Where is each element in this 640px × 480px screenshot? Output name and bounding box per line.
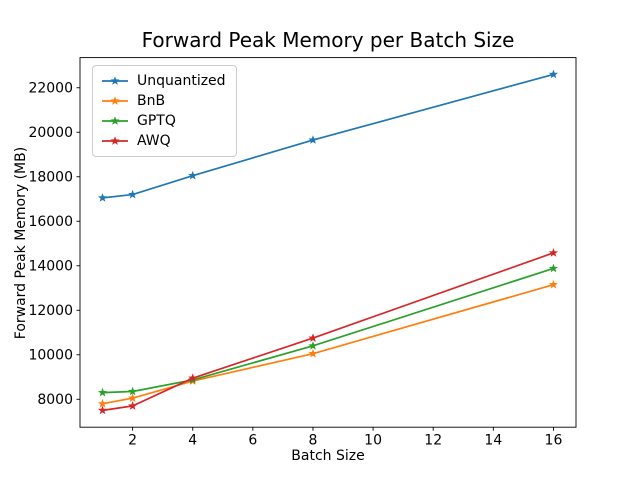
data-point-star-icon (548, 69, 559, 79)
data-point-star-icon (97, 193, 108, 202)
axes-frame (79, 57, 577, 428)
x-tick-label: 12 (424, 433, 442, 449)
x-tick-label: 6 (248, 433, 257, 449)
data-point-star-icon (128, 189, 138, 199)
data-point-star-icon (308, 341, 318, 350)
series-line-gptq (102, 267, 554, 394)
data-point-star-icon (548, 279, 559, 289)
x-axis-label: Batch Size (291, 448, 365, 464)
data-point-star-icon (188, 170, 198, 180)
y-tick-label: 8000 (37, 392, 73, 408)
chart-title: Forward Peak Memory per Batch Size (141, 28, 515, 52)
data-point-star-icon (128, 393, 138, 403)
legend: Unquantized BnB GPTQ AWQ (92, 65, 237, 157)
legend-marker-icon (102, 96, 128, 105)
legend-label: GPTQ (137, 113, 176, 129)
y-tick-label: 10000 (28, 347, 73, 363)
data-point-star-icon (97, 387, 108, 397)
x-tick-label: 10 (364, 433, 382, 449)
legend-marker-icon (102, 136, 128, 145)
x-tick-label: 16 (545, 433, 563, 449)
y-tick-label: 22000 (28, 80, 73, 96)
legend-item-awq: AWQ (100, 131, 226, 151)
legend-item-bnb: BnB (100, 91, 226, 111)
x-tick-label: 8 (309, 433, 318, 449)
y-tick-label: 12000 (28, 303, 73, 319)
y-tick-label: 16000 (28, 214, 73, 230)
y-tick-label: 20000 (28, 125, 73, 141)
data-point-star-icon (308, 135, 318, 144)
legend-item-gptq: GPTQ (100, 111, 226, 131)
y-tick-label: 18000 (28, 169, 73, 185)
legend-label: AWQ (137, 133, 171, 149)
series-line-bnb (102, 283, 554, 405)
legend-label: Unquantized (137, 73, 226, 89)
data-point-star-icon (308, 333, 318, 342)
data-point-star-icon (128, 386, 138, 396)
legend-marker-icon (102, 76, 128, 85)
data-point-star-icon (308, 348, 318, 358)
data-point-star-icon (548, 263, 559, 273)
x-tick-label: 4 (188, 433, 197, 449)
data-point-star-icon (188, 373, 198, 383)
data-point-star-icon (97, 405, 108, 415)
data-point-star-icon (548, 248, 559, 257)
data-point-star-icon (97, 398, 108, 408)
x-tick-label: 2 (128, 433, 137, 449)
legend-label: BnB (137, 93, 166, 109)
y-tick-label: 14000 (28, 258, 73, 274)
legend-item-unquantized: Unquantized (100, 71, 226, 91)
data-point-star-icon (128, 401, 138, 410)
legend-marker-icon (102, 116, 128, 125)
x-tick-label: 14 (484, 433, 502, 449)
